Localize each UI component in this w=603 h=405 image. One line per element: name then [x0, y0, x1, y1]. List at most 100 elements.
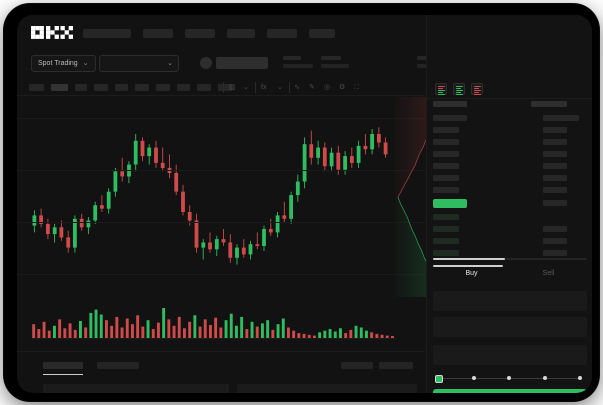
orderbook-trade-panel: Buy Sell: [426, 15, 592, 393]
percent-slider[interactable]: [435, 375, 585, 383]
orderbook-view-asks-icon[interactable]: [471, 83, 483, 95]
app-screen: Spot Trading ⌄ ⌄ ▥ ⌄ fx ⌄ ∿ ✎ ◎ ⚙ ⛶: [17, 15, 592, 393]
bottom-tab-0[interactable]: [43, 362, 83, 369]
price-field[interactable]: [433, 291, 587, 311]
orderbook-ask-price-1: [433, 127, 459, 133]
toggle-line: [456, 87, 461, 89]
orderbook-view-toggles: [427, 79, 592, 99]
orderbook-ask-amount-4: [543, 163, 567, 169]
slider-node-25[interactable]: [471, 376, 476, 380]
main-nav-items: [83, 29, 347, 38]
toggle-line: [438, 93, 445, 95]
nav-item-4[interactable]: [267, 29, 297, 38]
orderbook-ask-amount-1: [543, 127, 567, 133]
tab-sell[interactable]: Sell: [542, 270, 555, 277]
orderbook-bid-price-2: [433, 238, 459, 244]
toggle-line: [456, 91, 461, 93]
orderbook-ask-amount-5: [543, 175, 567, 181]
chevron-down-icon: ⌄: [167, 60, 173, 67]
orderbook-ask-price-5: [433, 175, 459, 181]
slider-node-50[interactable]: [507, 376, 511, 380]
timeframe-button-6[interactable]: [156, 84, 170, 91]
timeframe-button-4[interactable]: [115, 84, 128, 91]
toolbar-divider: [255, 82, 256, 93]
slider-node-100[interactable]: [578, 376, 582, 380]
orders-panel-tabs: [17, 351, 425, 393]
orderbook-bid-amount-1: [543, 226, 567, 232]
orderbook-bid-price-1: [433, 226, 459, 232]
candlestick-chart[interactable]: [17, 96, 425, 302]
line-tool-icon[interactable]: ∿: [294, 84, 300, 91]
orderbook-scroll-thumb[interactable]: [433, 258, 505, 260]
fullscreen-icon[interactable]: ⛶: [354, 84, 359, 91]
toggle-line: [438, 87, 443, 89]
okx-logo[interactable]: [31, 26, 73, 39]
orderbook-view-bids-icon[interactable]: [453, 83, 465, 95]
tab-buy[interactable]: Buy: [465, 270, 478, 277]
orderbook-ask-amount-0: [543, 115, 579, 121]
candlestick-chevron-icon[interactable]: ⌄: [243, 84, 249, 91]
orderbook-ask-price-0: [433, 115, 467, 121]
chevron-down-icon: ⌄: [82, 60, 89, 67]
stat-label: [283, 56, 301, 60]
chart-toolbar: ▥ ⌄ fx ⌄ ∿ ✎ ◎ ⚙ ⛶: [17, 79, 425, 96]
bottom-action-1[interactable]: [379, 362, 413, 369]
timeframe-button-1[interactable]: [51, 84, 68, 91]
nav-item-0[interactable]: [83, 29, 131, 38]
chart-gridline: [17, 222, 425, 223]
timeframe-button-9[interactable]: [218, 84, 232, 91]
orderbook-ask-price-6: [433, 187, 459, 193]
indicators-chevron-icon[interactable]: ⌄: [277, 84, 283, 91]
toggle-line: [474, 89, 481, 91]
nav-item-3[interactable]: [227, 29, 255, 38]
indicators-icon[interactable]: fx: [261, 84, 267, 91]
bottom-tab-1[interactable]: [97, 362, 139, 369]
timeframe-button-2[interactable]: [75, 84, 87, 91]
orderbook-ask-price-2: [433, 139, 459, 145]
submit-buy-button[interactable]: [433, 389, 587, 393]
settings-gear-icon[interactable]: ⚙: [339, 84, 346, 91]
orderbook-header-amount: [531, 101, 567, 107]
active-tab-underline: [43, 374, 83, 375]
ticker-stat-1: [321, 56, 349, 68]
timeframe-button-5[interactable]: [135, 84, 149, 91]
last-price-skeleton: [216, 57, 268, 69]
orderbook-bid-amount-3: [543, 250, 567, 256]
slider-node-75[interactable]: [542, 376, 547, 380]
orderbook-rows[interactable]: [427, 99, 592, 257]
orderbook-header-price: [433, 101, 467, 107]
amount-field[interactable]: [433, 317, 587, 337]
stat-value: [321, 64, 349, 68]
device-frame: Spot Trading ⌄ ⌄ ▥ ⌄ fx ⌄ ∿ ✎ ◎ ⚙ ⛶: [4, 4, 599, 401]
magnet-icon[interactable]: ◎: [324, 84, 331, 91]
volume-histogram: [17, 302, 425, 350]
chart-gridline: [17, 170, 425, 171]
toggle-line: [456, 85, 463, 87]
orderbook-bid-amount-2: [543, 238, 567, 244]
orderbook-last-price: [433, 199, 467, 208]
bottom-action-0[interactable]: [341, 362, 373, 369]
nav-item-1[interactable]: [143, 29, 173, 38]
timeframe-button-0[interactable]: [29, 84, 44, 91]
trading-mode-dropdown[interactable]: Spot Trading ⌄: [31, 55, 96, 72]
toolbar-divider: [289, 82, 290, 93]
orderbook-ask-amount-3: [543, 151, 567, 157]
trading-mode-label: Spot Trading: [38, 60, 78, 67]
active-tab-underline: [433, 265, 503, 267]
timeframe-button-3[interactable]: [94, 84, 108, 91]
bottom-panel-0: [43, 384, 229, 393]
total-field[interactable]: [433, 345, 587, 365]
trading-pair-selector[interactable]: ⌄: [99, 55, 179, 72]
toggle-line: [456, 89, 463, 91]
orderbook-view-both-icon[interactable]: [435, 83, 447, 95]
timeframe-buttons: [29, 84, 239, 102]
toggle-line: [474, 93, 481, 95]
nav-item-5[interactable]: [309, 29, 335, 38]
timeframe-button-8[interactable]: [197, 84, 211, 91]
nav-item-2[interactable]: [185, 29, 215, 38]
slider-handle[interactable]: [435, 375, 443, 383]
pencil-draw-icon[interactable]: ✎: [309, 84, 315, 91]
toolbar-divider: [223, 82, 224, 93]
candlestick-type-icon[interactable]: ▥: [229, 84, 236, 91]
timeframe-button-7[interactable]: [177, 84, 190, 91]
